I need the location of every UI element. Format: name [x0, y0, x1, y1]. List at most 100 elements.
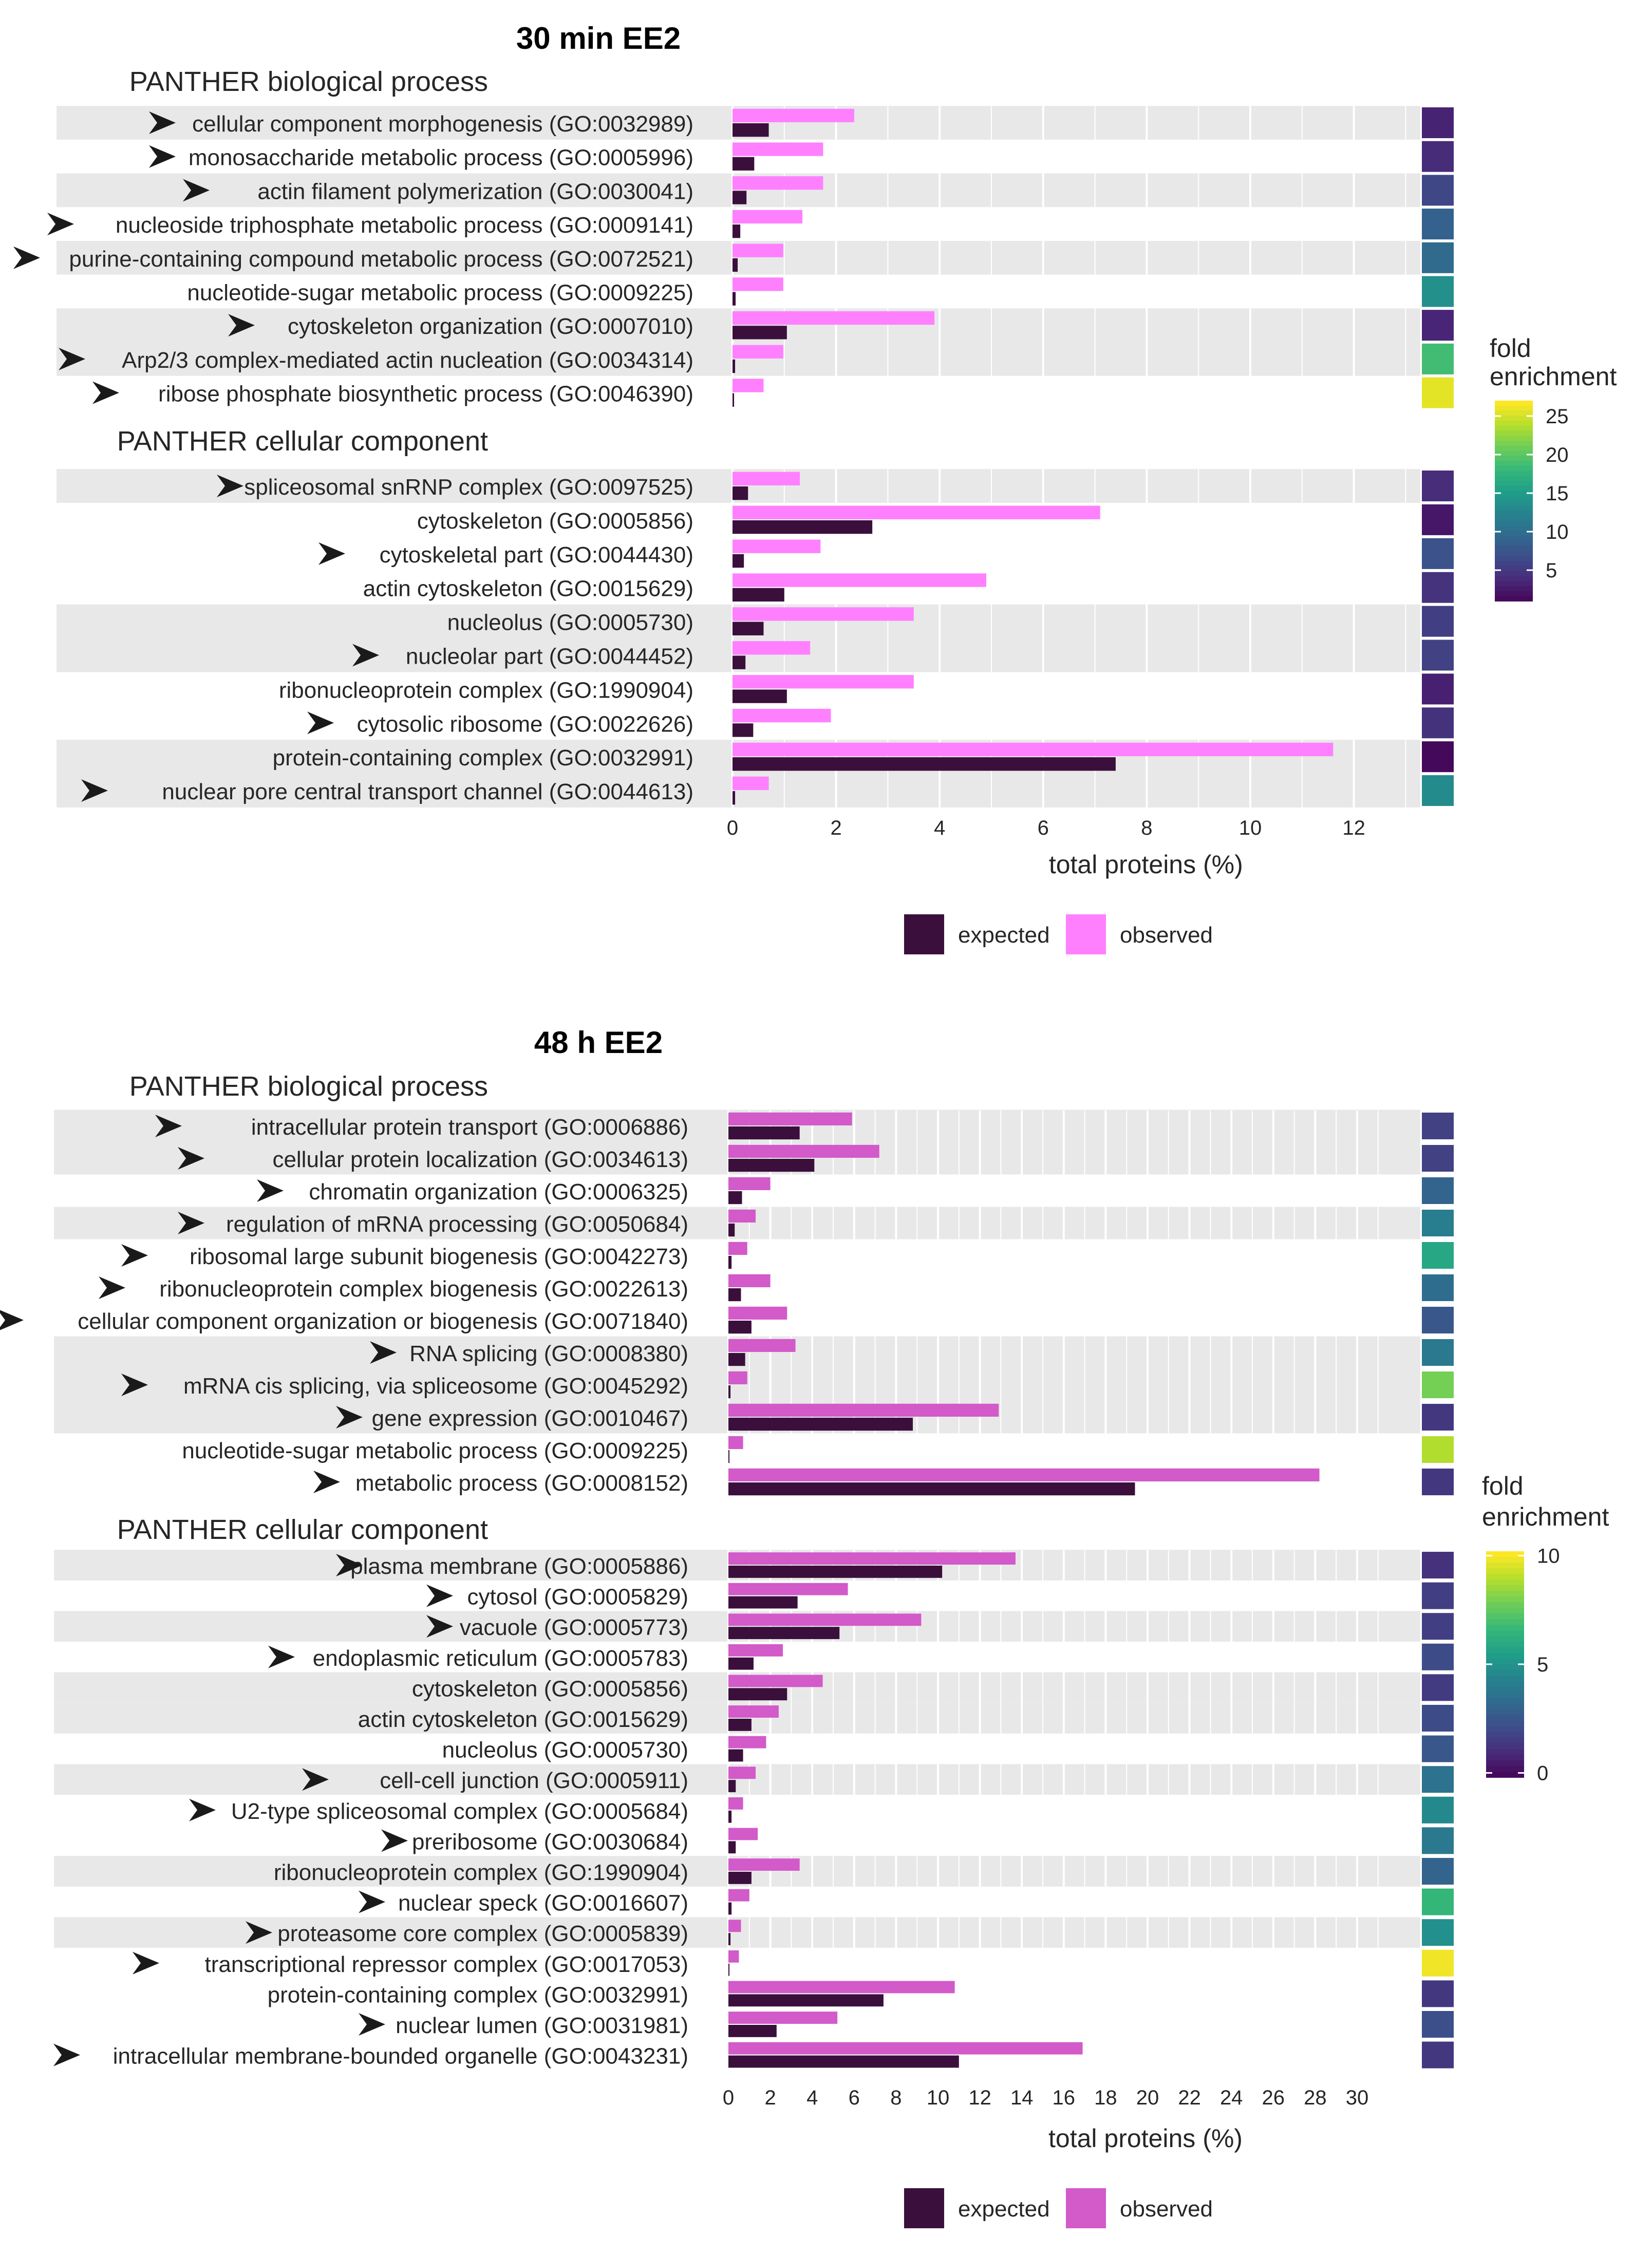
category-label: Arp2/3 complex-mediated actin nucleation…: [122, 348, 693, 373]
category-label: nuclear speck (GO:0016607): [398, 1891, 688, 1916]
colorbar-segment: [1495, 481, 1533, 486]
colorbar-title: enrichment: [1482, 1502, 1609, 1531]
bar-observed: [733, 675, 914, 689]
bar-observed: [733, 641, 811, 655]
colorbar-tick-label: 10: [1537, 1545, 1560, 1567]
colorbar-tick-label: 0: [1537, 1762, 1548, 1785]
colorbar-tick-label: 15: [1546, 482, 1569, 505]
colorbar-tick-label: 5: [1537, 1653, 1548, 1676]
legend-label-expected: expected: [958, 923, 1050, 948]
colorbar-segment: [1495, 581, 1533, 587]
bar-expected: [728, 1288, 741, 1302]
arrow-marker-icon: [155, 1115, 182, 1137]
colorbar-segment: [1486, 1602, 1524, 1608]
bar-expected: [728, 1963, 730, 1976]
colorbar-segment: [1495, 496, 1533, 501]
arrow-marker-icon: [92, 381, 119, 404]
x-tick-label: 30: [1346, 2086, 1369, 2109]
bar-observed: [728, 1889, 749, 1902]
fold-enrichment-tile: [1422, 1827, 1454, 1854]
arrow-marker-icon: [183, 179, 210, 202]
arrow-marker-icon: [318, 542, 345, 565]
category-label: protein-containing complex (GO:0032991): [273, 745, 693, 770]
x-tick-label: 6: [1038, 817, 1049, 839]
colorbar-segment: [1495, 491, 1533, 497]
colorbar-segment: [1486, 1580, 1524, 1586]
x-tick-label: 0: [727, 817, 738, 839]
colorbar-segment: [1486, 1726, 1524, 1733]
bar-observed: [733, 108, 854, 122]
category-label: U2-type spliceosomal complex (GO:0005684…: [231, 1799, 688, 1824]
colorbar-segment: [1495, 401, 1533, 406]
colorbar-segment: [1495, 596, 1533, 601]
bar-observed: [728, 1242, 747, 1255]
category-label: endoplasmic reticulum (GO:0005783): [313, 1646, 688, 1671]
arrow-marker-icon: [53, 2043, 80, 2066]
bar-observed: [728, 2011, 838, 2024]
fold-enrichment-tile: [1422, 310, 1454, 341]
legend-swatch-observed: [1066, 2188, 1106, 2228]
bar-expected: [733, 554, 744, 568]
bar-observed: [728, 1552, 1016, 1565]
colorbar-segment: [1486, 1591, 1524, 1597]
colorbar-segment: [1495, 546, 1533, 552]
fold-enrichment-tile: [1422, 707, 1454, 739]
arrow-marker-icon: [257, 1179, 284, 1202]
bar-observed: [728, 1209, 756, 1223]
bar-expected: [728, 1159, 815, 1172]
bar-expected: [728, 2025, 777, 2037]
bar-expected: [728, 1933, 731, 1946]
bar-expected: [728, 1353, 745, 1366]
colorbar-segment: [1495, 450, 1533, 457]
category-label: transcriptional repressor complex (GO:00…: [204, 1952, 688, 1977]
colorbar-segment: [1495, 441, 1533, 446]
bar-observed: [733, 539, 821, 553]
colorbar-segment: [1495, 531, 1533, 537]
arrow-marker-icon: [47, 213, 74, 236]
fold-enrichment-tile: [1422, 1552, 1454, 1578]
arrow-marker-icon: [13, 246, 40, 269]
colorbar-segment: [1495, 551, 1533, 557]
category-label: cytoskeleton (GO:0005856): [412, 1676, 688, 1701]
colorbar-segment: [1495, 505, 1533, 512]
fold-enrichment-tile: [1422, 377, 1454, 408]
bar-observed: [728, 1705, 779, 1718]
arrow-marker-icon: [81, 779, 108, 802]
arrow-marker-icon: [0, 1310, 24, 1330]
colorbar-segment: [1486, 1709, 1524, 1716]
fold-enrichment-tile: [1422, 1404, 1454, 1431]
bar-observed: [733, 311, 935, 325]
legend-swatch-expected: [904, 2188, 944, 2228]
colorbar-segment: [1495, 561, 1533, 567]
fold-enrichment-tile: [1422, 1705, 1454, 1732]
colorbar-segment: [1486, 1681, 1524, 1687]
fold-enrichment-tile: [1422, 1919, 1454, 1946]
fold-enrichment-tile: [1422, 1371, 1454, 1398]
bar-expected: [728, 1224, 735, 1237]
colorbar-segment: [1486, 1715, 1524, 1721]
fold-enrichment-tile: [1422, 504, 1454, 535]
bar-observed: [728, 2042, 1083, 2055]
arrow-marker-icon: [217, 475, 243, 497]
bar-expected: [733, 622, 764, 635]
category-label: actin cytoskeleton (GO:0015629): [358, 1707, 688, 1732]
category-label: cellular component organization or bioge…: [78, 1309, 688, 1334]
bar-expected: [728, 1596, 798, 1609]
category-label: RNA splicing (GO:0008380): [409, 1341, 688, 1366]
colorbar-segment: [1495, 511, 1533, 517]
colorbar-segment: [1495, 421, 1533, 426]
bar-observed: [733, 472, 800, 485]
arrow-marker-icon: [302, 1768, 329, 1791]
category-label: cellular component morphogenesis (GO:003…: [192, 111, 693, 137]
arrow-marker-icon: [426, 1615, 453, 1638]
category-label: chromatin organization (GO:0006325): [309, 1179, 688, 1205]
fold-enrichment-tile: [1422, 1274, 1454, 1301]
bar-observed: [733, 176, 823, 190]
bar-observed: [728, 1339, 796, 1352]
fold-enrichment-tile: [1422, 1307, 1454, 1333]
category-label: ribonucleoprotein complex (GO:1990904): [274, 1860, 688, 1885]
bar-observed: [728, 1144, 879, 1158]
category-label: spliceosomal snRNP complex (GO:0097525): [244, 475, 693, 500]
category-label: intracellular protein transport (GO:0006…: [251, 1115, 688, 1140]
category-label: mRNA cis splicing, via spliceosome (GO:0…: [183, 1374, 688, 1399]
